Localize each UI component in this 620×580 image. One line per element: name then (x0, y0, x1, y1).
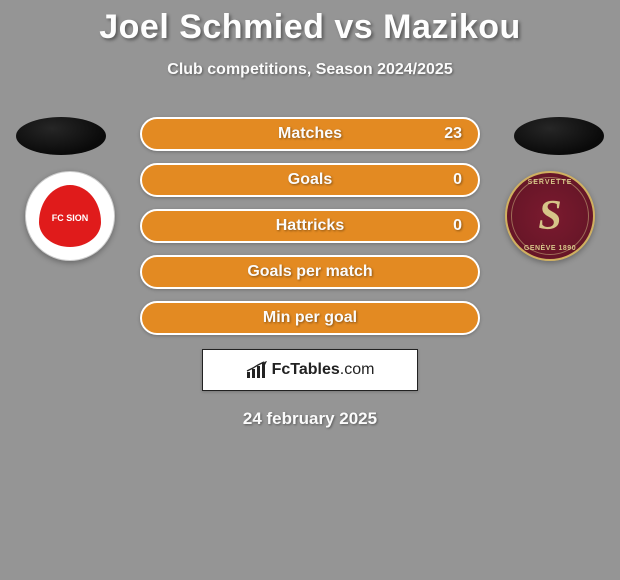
brand-box[interactable]: FcTables.com (202, 349, 418, 391)
stat-pill-label: Goals (288, 171, 332, 189)
stat-pill-stack: Matches 23 Goals 0 Hattricks 0 Goals per… (140, 117, 480, 335)
stat-pill: Goals per match (140, 255, 480, 289)
stat-pill: Matches 23 (140, 117, 480, 151)
club-badge-right-bottom-text: GENÈVE 1890 (507, 245, 593, 253)
page-title: Joel Schmied vs Mazikou (0, 0, 620, 47)
page-subtitle: Club competitions, Season 2024/2025 (0, 61, 620, 79)
club-badge-right-top-text: SERVETTE (507, 179, 593, 187)
stat-pill: Hattricks 0 (140, 209, 480, 243)
club-badge-right: SERVETTE S GENÈVE 1890 (505, 171, 595, 261)
stat-pill-value: 23 (444, 125, 462, 143)
stat-pill: Min per goal (140, 301, 480, 335)
player-avatar-left (16, 117, 106, 155)
brand-suffix: .com (340, 361, 375, 378)
club-badge-left: FC SION (25, 171, 115, 261)
brand-name: FcTables (272, 361, 340, 378)
chart-icon (246, 361, 268, 379)
player-avatar-right (514, 117, 604, 155)
club-badge-left-shield: FC SION (39, 185, 101, 247)
stats-area: FC SION SERVETTE S GENÈVE 1890 Matches 2… (0, 117, 620, 335)
stat-pill-label: Goals per match (247, 263, 372, 281)
club-badge-right-ring (511, 177, 589, 255)
stat-pill-label: Matches (278, 125, 342, 143)
stat-pill-label: Min per goal (263, 309, 357, 327)
stat-pill-value: 0 (453, 171, 462, 189)
stat-pill: Goals 0 (140, 163, 480, 197)
date-line: 24 february 2025 (0, 409, 620, 429)
club-badge-left-label: FC SION (52, 214, 89, 223)
brand-text: FcTables.com (272, 361, 375, 379)
stat-pill-label: Hattricks (276, 217, 344, 235)
stat-pill-value: 0 (453, 217, 462, 235)
